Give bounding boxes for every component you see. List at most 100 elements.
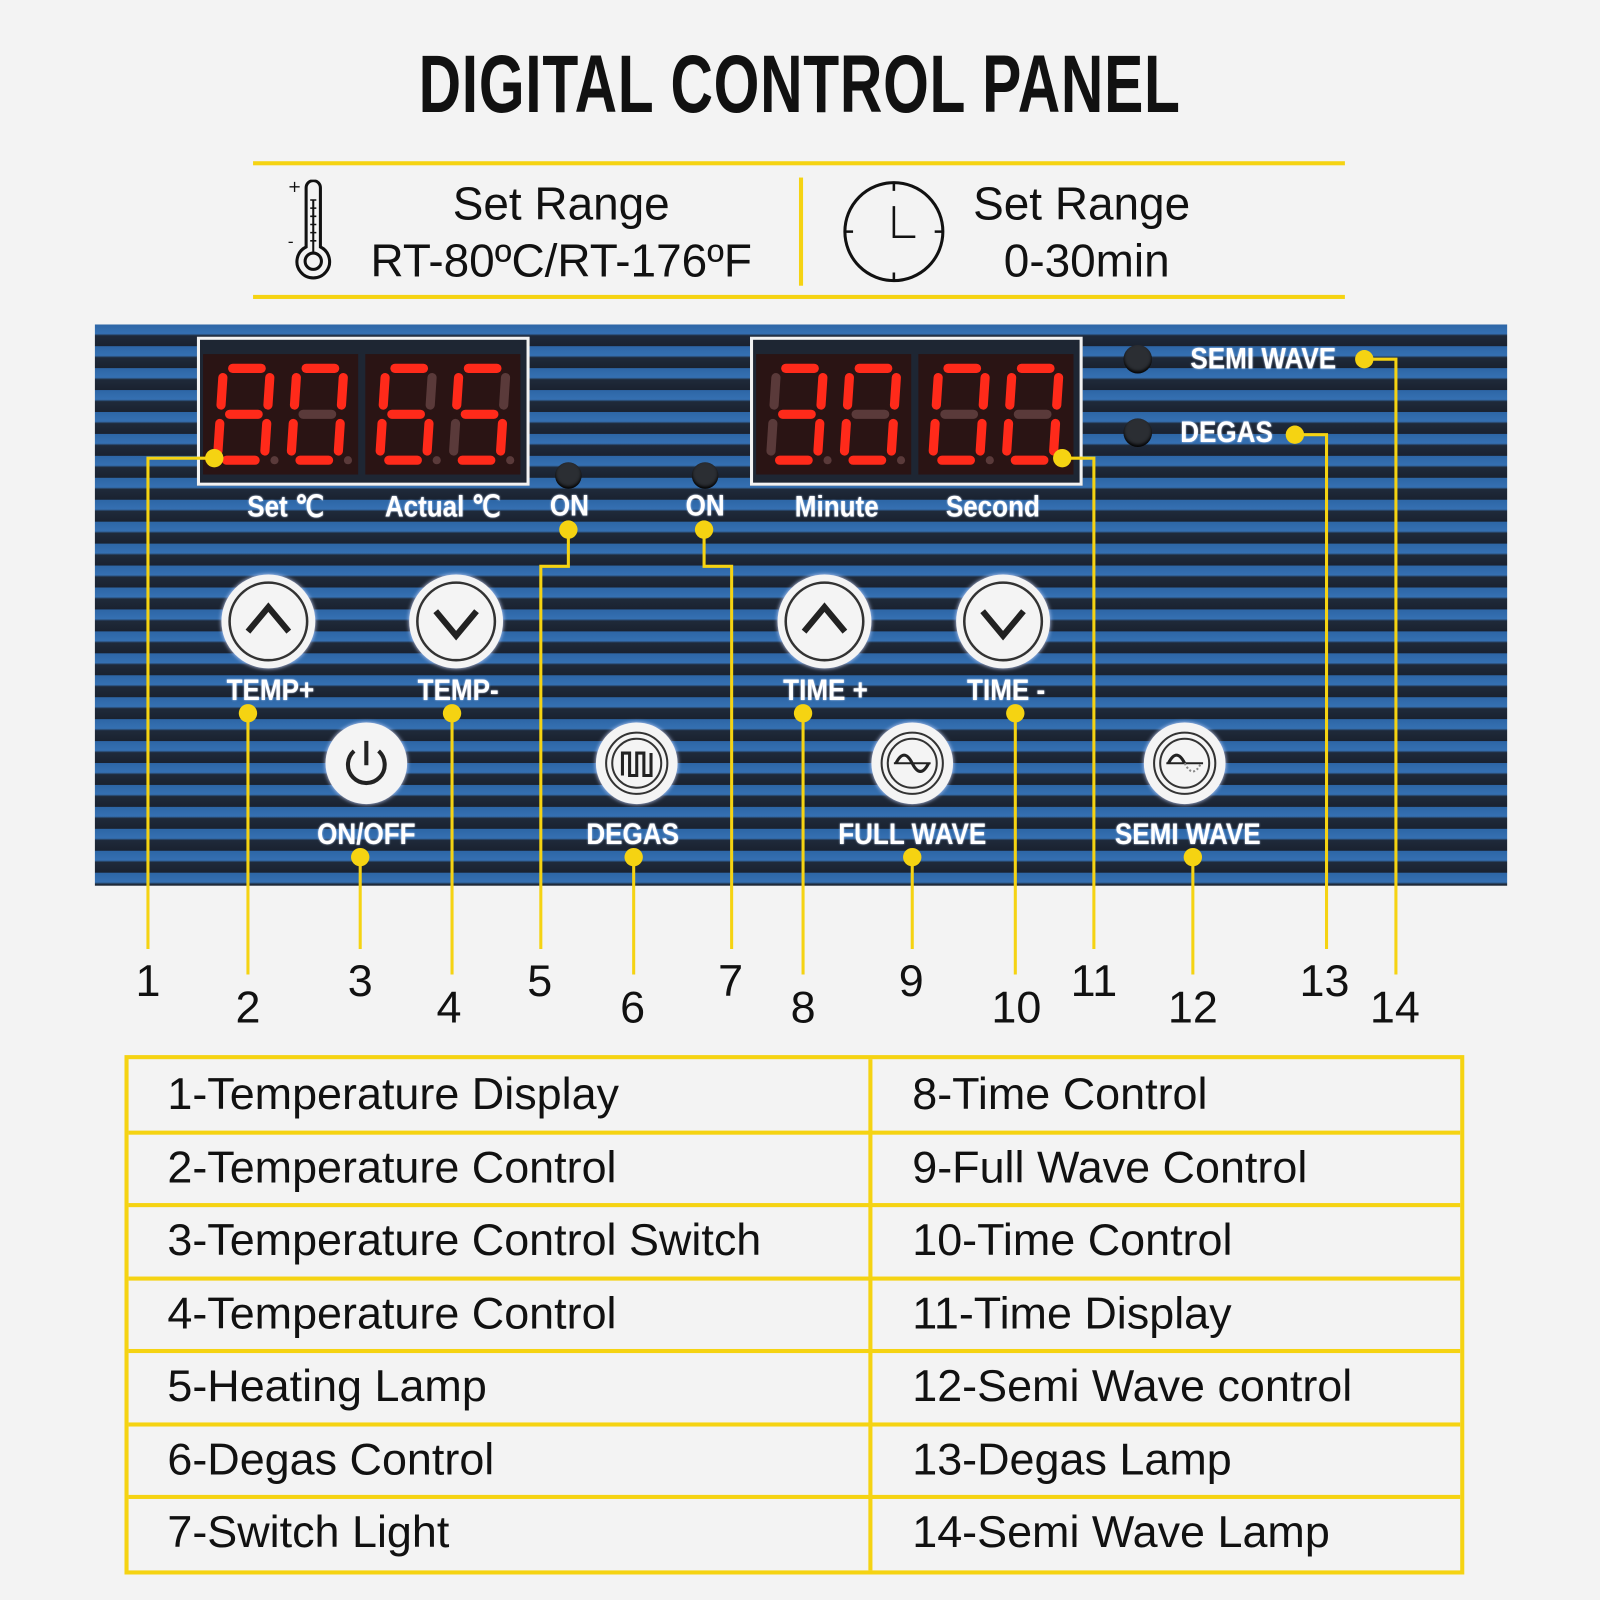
legend-item: 14-Semi Wave Lamp bbox=[912, 1507, 1330, 1558]
callout-number-4: 4 bbox=[436, 982, 462, 1033]
row-divider bbox=[128, 1495, 1461, 1500]
led-segment bbox=[333, 418, 345, 456]
led-segment bbox=[213, 418, 225, 456]
led-segment bbox=[975, 418, 987, 456]
time-plus-button[interactable] bbox=[777, 574, 872, 669]
square-wave-icon bbox=[605, 731, 669, 795]
second-label: Second bbox=[945, 490, 1040, 524]
on-off-label: ON/OFF bbox=[317, 818, 416, 852]
callout-number-12: 12 bbox=[1167, 982, 1218, 1033]
legend-item: 9-Full Wave Control bbox=[912, 1142, 1308, 1193]
row-divider bbox=[128, 1422, 1461, 1427]
led-segment bbox=[499, 372, 511, 410]
led-decimal-point bbox=[343, 456, 353, 465]
semi-wave-button[interactable] bbox=[1143, 722, 1226, 805]
row-divider bbox=[128, 1203, 1461, 1208]
row-divider bbox=[128, 1349, 1461, 1354]
led-segment bbox=[1052, 372, 1064, 410]
callout-number-3: 3 bbox=[347, 956, 373, 1007]
led-segment bbox=[813, 418, 825, 456]
led-segment bbox=[336, 372, 348, 410]
switch-lamp-label: ON bbox=[685, 489, 725, 523]
callout-number-5: 5 bbox=[527, 956, 553, 1007]
time-minus-button[interactable] bbox=[956, 574, 1050, 669]
led-segment bbox=[263, 372, 275, 410]
temp-plus-label: TEMP+ bbox=[226, 674, 315, 708]
divider-vertical bbox=[798, 177, 804, 286]
led-decimal-point bbox=[1059, 456, 1068, 465]
time-minus-label: TIME - bbox=[967, 674, 1046, 708]
degas-lamp bbox=[1123, 418, 1153, 447]
temp-range-label: Set Range bbox=[452, 177, 670, 230]
legend-item: 13-Degas Lamp bbox=[912, 1434, 1232, 1485]
degas-label: DEGAS bbox=[586, 818, 679, 852]
callout-number-13: 13 bbox=[1299, 956, 1350, 1007]
callout-number-8: 8 bbox=[790, 982, 816, 1033]
time-plus-label: TIME + bbox=[783, 674, 868, 708]
semi-wave-label: SEMI WAVE bbox=[1114, 818, 1261, 852]
callout-number-10: 10 bbox=[991, 982, 1042, 1033]
full-wave-label: FULL WAVE bbox=[838, 818, 987, 852]
full-wave-button[interactable] bbox=[871, 722, 954, 805]
temp-plus-button[interactable] bbox=[221, 574, 316, 669]
actual-temp-display bbox=[365, 354, 521, 475]
sine-wave-icon bbox=[880, 731, 944, 795]
led-segment bbox=[449, 418, 461, 456]
led-segment bbox=[289, 372, 301, 410]
led-decimal-point bbox=[985, 456, 994, 465]
led-decimal-point bbox=[896, 456, 906, 465]
on-off-button[interactable] bbox=[325, 722, 408, 805]
legend-item: 12-Semi Wave control bbox=[912, 1361, 1353, 1412]
set-temp-display bbox=[203, 354, 359, 475]
led-segment bbox=[378, 372, 390, 410]
legend-item: 7-Switch Light bbox=[167, 1507, 450, 1558]
callout-number-6: 6 bbox=[620, 982, 646, 1033]
heating-lamp-label: ON bbox=[549, 489, 589, 523]
degas-lamp-label: DEGAS bbox=[1180, 416, 1273, 449]
led-segment bbox=[375, 418, 387, 456]
led-segment bbox=[928, 418, 940, 456]
svg-text:+: + bbox=[288, 180, 302, 196]
led-segment bbox=[1049, 418, 1061, 456]
clock-icon bbox=[842, 180, 946, 284]
led-segment bbox=[452, 372, 464, 410]
chevron-up-icon bbox=[228, 581, 309, 662]
minute-label: Minute bbox=[794, 490, 879, 524]
led-segment bbox=[422, 418, 434, 456]
legend-item: 5-Heating Lamp bbox=[167, 1361, 487, 1412]
led-decimal-point bbox=[506, 456, 515, 465]
led-segment bbox=[886, 418, 898, 456]
led-segment bbox=[1005, 372, 1017, 410]
chevron-down-icon bbox=[963, 581, 1044, 662]
led-segment bbox=[1002, 418, 1014, 456]
half-wave-icon bbox=[1153, 731, 1217, 795]
title-text: DIGITAL CONTROL PANEL bbox=[418, 38, 1182, 130]
seven-segment-digits bbox=[766, 363, 906, 465]
led-segment bbox=[978, 372, 990, 410]
callout-number-9: 9 bbox=[898, 956, 924, 1007]
led-segment bbox=[260, 418, 272, 456]
callout-number-1: 1 bbox=[135, 956, 161, 1007]
switch-lamp bbox=[691, 462, 719, 489]
temp-minus-button[interactable] bbox=[409, 574, 504, 669]
time-range-value: 0-30min bbox=[1003, 234, 1170, 287]
legend-item: 6-Degas Control bbox=[167, 1434, 495, 1485]
column-divider bbox=[868, 1059, 873, 1571]
chevron-down-icon bbox=[416, 581, 497, 662]
callout-number-7: 7 bbox=[718, 956, 744, 1007]
row-divider bbox=[128, 1276, 1461, 1281]
led-segment bbox=[842, 372, 854, 410]
chevron-up-icon bbox=[784, 581, 865, 662]
power-icon bbox=[345, 740, 387, 786]
semi-wave-lamp-label: SEMI WAVE bbox=[1190, 342, 1337, 376]
semi-wave-lamp bbox=[1123, 344, 1153, 374]
degas-button[interactable] bbox=[595, 722, 678, 805]
legend-item: 4-Temperature Control bbox=[167, 1288, 617, 1339]
callout-number-14: 14 bbox=[1369, 982, 1420, 1033]
set-temp-label: Set ℃ bbox=[247, 490, 325, 524]
led-segment bbox=[286, 418, 298, 456]
led-segment bbox=[839, 418, 851, 456]
led-segment bbox=[931, 372, 943, 410]
callout-number-11: 11 bbox=[1070, 956, 1118, 1007]
divider-top bbox=[253, 161, 1345, 166]
